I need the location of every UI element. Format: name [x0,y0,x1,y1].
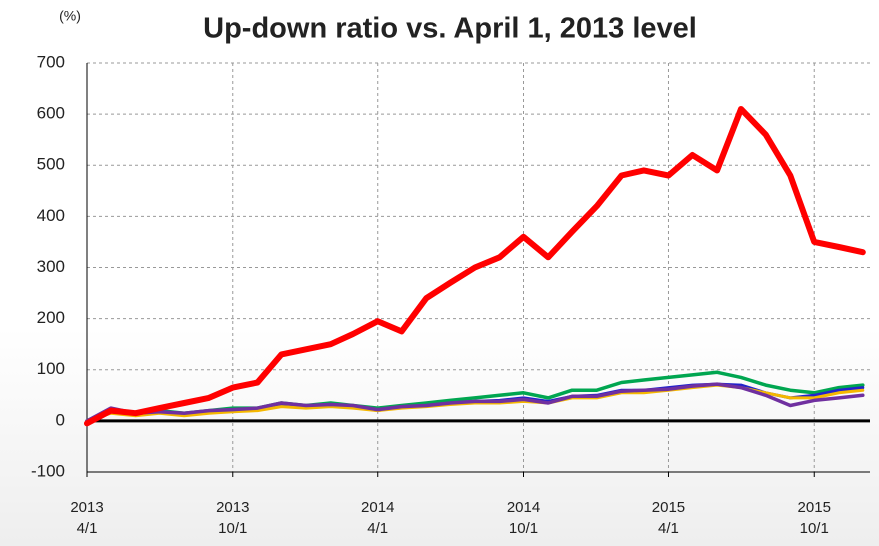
series-line [84,106,866,427]
x-tick-label-date: 10/1 [218,520,247,537]
x-tick-label-year: 2015 [798,499,831,516]
y-tick-label: 600 [37,104,65,123]
x-tick-label-date: 10/1 [800,520,829,537]
x-tick-label: 2013 4/1 [70,499,103,537]
x-tick-label-date: 4/1 [367,520,388,537]
x-tick-label-year: 2015 [652,499,685,516]
y-tick-label: -100 [31,461,65,480]
x-tick-label-year: 2013 [70,499,103,516]
x-tick-label-date: 4/1 [77,520,98,537]
x-tick-label: 2014 4/1 [361,499,394,537]
y-tick-label: 700 [37,52,65,71]
y-unit: (%) [59,8,81,24]
x-tick-label-year: 2014 [361,499,394,516]
y-tick-label: 400 [37,206,65,225]
y-tick-label: 300 [37,257,65,276]
series-line [85,382,865,423]
x-tick-label-year: 2013 [216,499,249,516]
x-tick-label: 2013 10/1 [216,499,249,537]
y-tick-label: 200 [37,308,65,327]
x-tick-label: 2015 10/1 [798,499,831,537]
y-tick-label: 500 [37,155,65,174]
chart-title: Up-down ratio vs. April 1, 2013 level [203,13,697,45]
x-tick-label-year: 2014 [507,499,540,516]
x-tick-label: 2014 10/1 [507,499,540,537]
x-tick-label-date: 10/1 [509,520,538,537]
y-tick-label: 100 [37,359,65,378]
x-tick-label-date: 4/1 [658,520,679,537]
x-tick-label: 2015 4/1 [652,499,685,537]
y-tick-label: 0 [56,410,65,429]
